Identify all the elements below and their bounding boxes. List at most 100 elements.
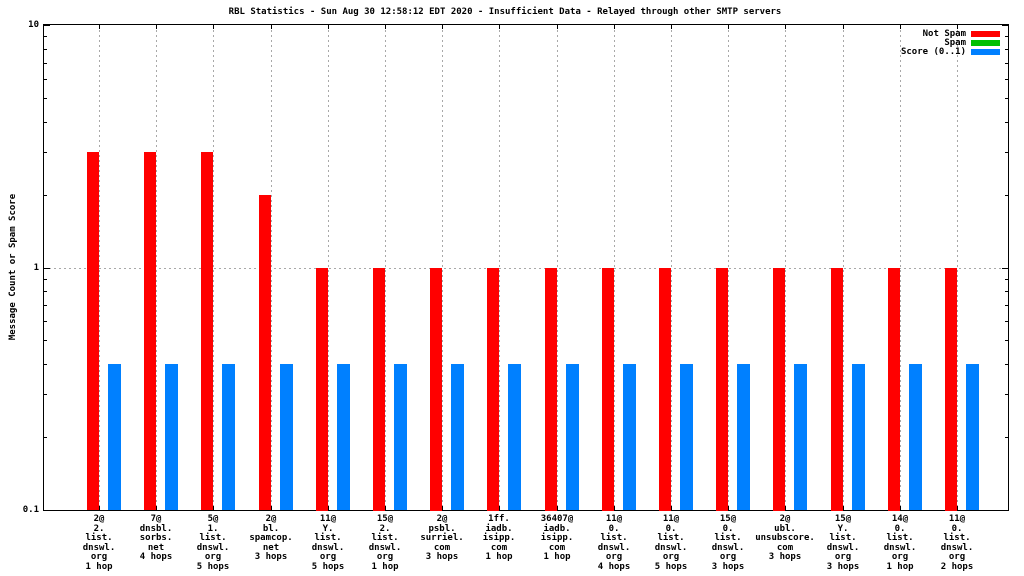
y-major-tick <box>1002 25 1008 26</box>
bar-score-0-1- <box>852 364 865 510</box>
bar-not-spam <box>888 268 900 511</box>
x-category-label: 36407@ iadb. isipp. com 1 hop <box>540 514 574 563</box>
bar-score-0-1- <box>508 364 521 510</box>
x-category-label: 11@ 0. list. dnswl. org 5 hops <box>654 514 688 572</box>
y-minor-tick <box>1005 279 1008 280</box>
y-minor-tick <box>44 98 47 99</box>
x-tick-bottom <box>442 506 443 510</box>
x-tick-top <box>156 25 157 29</box>
not-spam-color-swatch <box>971 30 1000 37</box>
bar-score-0-1- <box>337 364 350 510</box>
y-major-tick <box>1002 510 1008 511</box>
y-minor-tick <box>1005 340 1008 341</box>
x-category-label: 2@ ubl. unsubscore. com 3 hops <box>755 514 815 563</box>
legend-label: Spam <box>944 37 966 48</box>
bar-not-spam <box>659 268 671 511</box>
vertical-gridline <box>271 25 272 510</box>
vertical-gridline <box>213 25 214 510</box>
y-major-tick <box>44 510 50 511</box>
x-category-label: 14@ 0. list. dnswl. org 1 hop <box>883 514 917 572</box>
bar-score-0-1- <box>680 364 693 510</box>
y-minor-tick <box>44 394 47 395</box>
y-minor-tick <box>1005 49 1008 50</box>
y-minor-tick <box>1005 437 1008 438</box>
x-category-label: 15@ Y. list. dnswl. org 3 hops <box>826 514 860 572</box>
x-tick-top <box>385 25 386 29</box>
bar-score-0-1- <box>566 364 579 510</box>
bar-not-spam <box>373 268 385 511</box>
x-category-label: 5@ 1. list. dnswl. org 5 hops <box>196 514 230 572</box>
vertical-gridline <box>957 25 958 510</box>
x-tick-bottom <box>156 506 157 510</box>
x-tick-bottom <box>728 506 729 510</box>
bar-not-spam <box>545 268 557 511</box>
bar-score-0-1- <box>966 364 979 510</box>
bar-not-spam <box>430 268 442 511</box>
x-tick-bottom <box>557 506 558 510</box>
chart-title: RBL Statistics - Sun Aug 30 12:58:12 EDT… <box>228 7 782 17</box>
legend-label: Score (0..1) <box>900 46 966 57</box>
vertical-gridline <box>99 25 100 510</box>
y-minor-tick <box>44 122 47 123</box>
bar-not-spam <box>773 268 785 511</box>
bar-score-0-1- <box>909 364 922 510</box>
x-tick-bottom <box>99 506 100 510</box>
x-tick-top <box>328 25 329 29</box>
x-tick-top <box>99 25 100 29</box>
bar-score-0-1- <box>451 364 464 510</box>
x-tick-bottom <box>614 506 615 510</box>
bar-not-spam <box>201 152 213 510</box>
bar-not-spam <box>602 268 614 511</box>
x-tick-top <box>785 25 786 29</box>
x-tick-bottom <box>328 506 329 510</box>
x-tick-top <box>271 25 272 29</box>
y-minor-tick <box>1005 63 1008 64</box>
x-tick-bottom <box>271 506 272 510</box>
legend-item-not-spam: Not Spam <box>901 29 1000 39</box>
x-category-label: 11@ 0. list. dnswl. org 2 hops <box>940 514 974 572</box>
x-category-label: 2@ 2. list. dnswl. org 1 hop <box>82 514 116 572</box>
x-tick-bottom <box>957 506 958 510</box>
legend-item-score: Score (0..1) <box>900 46 1000 57</box>
vertical-gridline <box>785 25 786 510</box>
bar-not-spam <box>144 152 156 510</box>
y-minor-tick <box>1005 305 1008 306</box>
y-minor-tick <box>44 63 47 64</box>
y-tick-label: 10 <box>28 20 39 30</box>
bar-score-0-1- <box>222 364 235 510</box>
y-minor-tick <box>44 279 47 280</box>
vertical-gridline <box>328 25 329 510</box>
x-tick-top <box>728 25 729 29</box>
y-minor-tick <box>44 36 47 37</box>
y-minor-tick <box>44 195 47 196</box>
x-category-label: 11@ 0. list. dnswl. org 4 hops <box>597 514 631 572</box>
vertical-gridline <box>557 25 558 510</box>
score-color-swatch <box>971 48 1000 55</box>
vertical-gridline <box>499 25 500 510</box>
y-minor-tick <box>44 305 47 306</box>
y-minor-tick <box>1005 291 1008 292</box>
spam-color-swatch <box>971 39 1000 46</box>
y-minor-tick <box>44 152 47 153</box>
bar-score-0-1- <box>737 364 750 510</box>
y-minor-tick <box>1005 79 1008 80</box>
x-tick-bottom <box>385 506 386 510</box>
vertical-gridline <box>728 25 729 510</box>
x-category-label: 7@ dnsbl. sorbs. net 4 hops <box>139 514 173 563</box>
x-category-label: 11@ Y. list. dnswl. org 5 hops <box>311 514 345 572</box>
x-category-label: 15@ 0. list. dnswl. org 3 hops <box>711 514 745 572</box>
bar-score-0-1- <box>280 364 293 510</box>
y-minor-tick <box>1005 98 1008 99</box>
y-minor-tick <box>1005 321 1008 322</box>
y-minor-tick <box>44 79 47 80</box>
x-category-label: 2@ bl. spamcop. net 3 hops <box>249 514 293 563</box>
y-minor-tick <box>44 49 47 50</box>
y-minor-tick <box>44 291 47 292</box>
y-minor-tick <box>1005 394 1008 395</box>
y-minor-tick <box>44 321 47 322</box>
y-tick-label: 1 <box>33 262 39 273</box>
x-tick-bottom <box>671 506 672 510</box>
x-tick-top <box>499 25 500 29</box>
y-minor-tick <box>44 364 47 365</box>
y-minor-tick <box>44 340 47 341</box>
